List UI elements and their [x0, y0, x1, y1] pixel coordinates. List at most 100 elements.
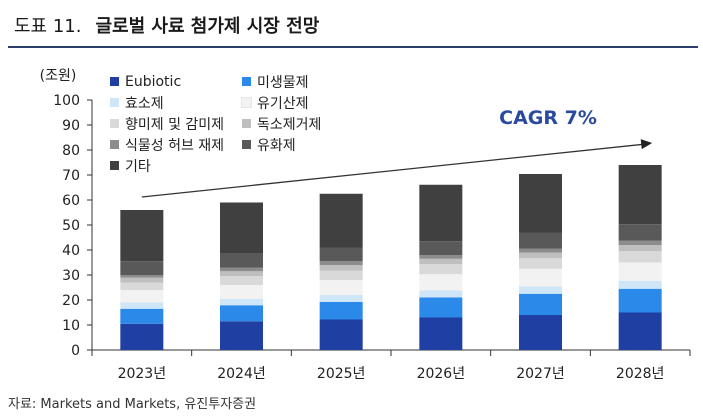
- bar-segment-6: [618, 245, 662, 252]
- bar-segment-1: [220, 321, 263, 350]
- bar-segment-8: [220, 253, 263, 268]
- bar-segment-6: [519, 252, 562, 259]
- bar-segment-8: [120, 261, 164, 275]
- bar-segment-2: [419, 297, 463, 318]
- bar-segment-8: [419, 241, 463, 255]
- y-tick-label: 100: [53, 93, 80, 109]
- legend-label: 유화제: [257, 137, 296, 154]
- page-title: 글로벌 사료 첨가제 시장 전망: [95, 16, 320, 37]
- bar-segment-4: [220, 285, 263, 299]
- bar-segment-5: [618, 251, 662, 263]
- legend-swatch: [110, 98, 119, 107]
- cagr-trend-arrow-head: [640, 139, 653, 150]
- legend-label: 독소제거제: [257, 116, 322, 133]
- y-tick-label: 40: [62, 243, 80, 259]
- bar-segment-7: [220, 267, 263, 272]
- legend-label: 기타: [125, 158, 151, 175]
- legend-label: Eubiotic: [125, 73, 182, 90]
- bar-segment-3: [618, 280, 662, 289]
- bar-segment-4: [419, 274, 463, 291]
- legend-swatch: [110, 119, 119, 128]
- bar-segment-5: [519, 258, 562, 269]
- bar-segment-7: [519, 248, 562, 253]
- legend-label: 미생물제: [257, 74, 309, 91]
- bar-segment-4: [519, 268, 562, 287]
- y-tick-label: 60: [62, 193, 80, 209]
- y-tick-label: 70: [62, 168, 80, 184]
- bar-segment-1: [120, 323, 164, 350]
- bar-segment-7: [319, 261, 363, 265]
- bar-segment-5: [419, 264, 463, 275]
- figure-title: 도표 11. 글로벌 사료 첨가제 시장 전망: [14, 8, 694, 42]
- bar-segment-7: [419, 255, 463, 259]
- bar-segment-5: [220, 276, 263, 285]
- bar-segment-4: [618, 262, 662, 281]
- chart-legend: Eubiotic 미생물제 효소제 유기산제 향미제 및 감미제 독소제거제 식물성 허브 …: [110, 72, 370, 175]
- y-tick-label: 0: [71, 343, 80, 359]
- legend-swatch: [110, 140, 119, 149]
- y-tick-label: 50: [62, 218, 80, 234]
- legend-swatch: [242, 119, 251, 128]
- y-tick-label: 30: [62, 268, 80, 284]
- bar-segment-9: [220, 202, 263, 254]
- bar-segment-9: [618, 165, 662, 225]
- x-tick-label: 2025년: [317, 366, 366, 382]
- bar-segment-3: [120, 302, 164, 309]
- legend-swatch: [110, 161, 119, 170]
- legend-item: 기타: [110, 156, 242, 175]
- legend-swatch: [242, 140, 251, 149]
- figure-label: 도표 11.: [14, 16, 82, 37]
- bar-segment-3: [319, 295, 363, 302]
- bar-segment-4: [319, 280, 363, 295]
- source-note: 자료: Markets and Markets, 유진투자증권: [8, 397, 257, 412]
- legend-swatch: [241, 97, 252, 108]
- y-axis-unit-label: (조원): [40, 68, 77, 84]
- legend-item: Eubiotic: [110, 72, 242, 91]
- legend-swatch: [110, 77, 119, 86]
- bar-segment-2: [519, 293, 562, 315]
- bar-segment-9: [319, 193, 363, 248]
- legend-item: 미생물제: [242, 72, 370, 91]
- legend-label: 향미제 및 감미제: [125, 116, 225, 133]
- legend-item: 유기산제: [241, 93, 370, 112]
- bar-segment-8: [618, 224, 662, 241]
- bar-segment-6: [419, 258, 463, 265]
- bar-segment-2: [319, 302, 363, 320]
- bar-segment-6: [220, 271, 263, 277]
- title-divider: [8, 46, 698, 48]
- legend-item: 독소제거제: [242, 114, 370, 133]
- bar-segment-8: [519, 232, 562, 249]
- bar-segment-2: [120, 308, 164, 324]
- cagr-trend-arrow-line: [141, 143, 645, 198]
- legend-swatch: [242, 77, 251, 86]
- bar-segment-2: [618, 288, 662, 313]
- bar-segment-3: [519, 286, 562, 294]
- cagr-annotation: CAGR 7%: [499, 107, 597, 129]
- bar-segment-6: [120, 277, 164, 283]
- bar-segment-6: [319, 265, 363, 271]
- x-tick-label: 2028년: [616, 366, 665, 382]
- bar-segment-1: [519, 315, 562, 350]
- x-tick-label: 2026년: [417, 366, 466, 382]
- bar-segment-3: [220, 298, 263, 306]
- bar-segment-5: [319, 270, 363, 280]
- bar-segment-4: [120, 290, 164, 303]
- bar-segment-1: [618, 312, 662, 350]
- x-tick-label: 2023년: [118, 366, 167, 382]
- y-tick-label: 10: [62, 318, 80, 334]
- bar-segment-7: [618, 240, 662, 245]
- y-tick-label: 90: [62, 118, 80, 134]
- bar-segment-9: [120, 210, 164, 262]
- x-tick-label: 2027년: [516, 366, 565, 382]
- bar-segment-9: [519, 174, 562, 233]
- bar-segment-1: [319, 319, 363, 350]
- bar-segment-5: [120, 282, 164, 290]
- bar-segment-9: [419, 184, 463, 242]
- legend-item: 유화제: [242, 135, 370, 154]
- bar-segment-8: [319, 247, 363, 262]
- bar-segment-3: [419, 290, 463, 298]
- legend-label: 식물성 허브 재제: [125, 137, 225, 154]
- bar-segment-2: [220, 305, 263, 322]
- legend-item: 향미제 및 감미제: [110, 114, 242, 133]
